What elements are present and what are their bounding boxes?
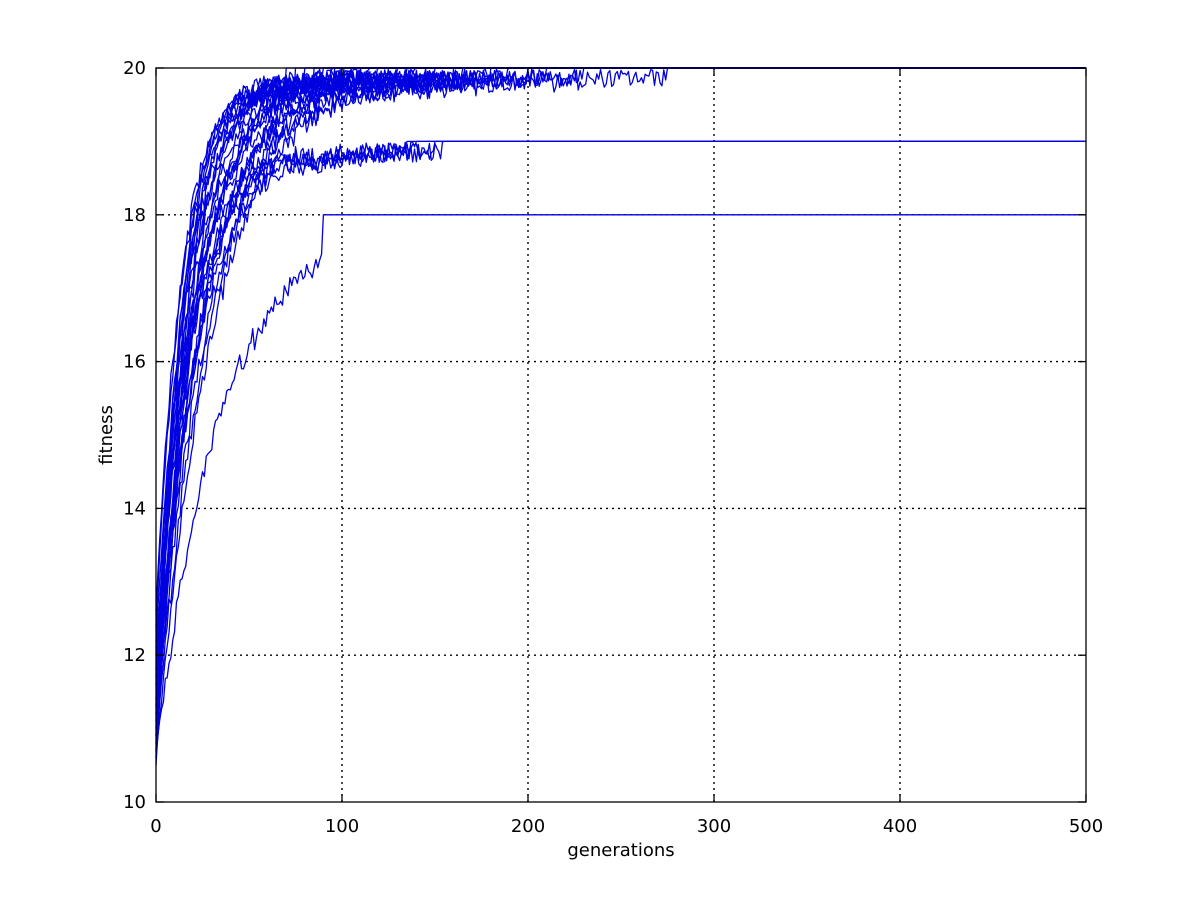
- series-line: [155, 67, 1086, 744]
- x-tick-label: 300: [697, 816, 731, 837]
- x-tick-label: 100: [325, 816, 359, 837]
- y-tick-label: 14: [123, 498, 146, 519]
- x-tick-label: 0: [150, 816, 161, 837]
- x-tick-label: 200: [511, 816, 545, 837]
- series-line: [155, 67, 1086, 736]
- series-line: [155, 140, 1086, 656]
- series-layer: [155, 67, 1086, 766]
- series-line: [155, 67, 1086, 612]
- series-line: [155, 67, 1086, 744]
- series-line: [155, 67, 1086, 751]
- series-line: [155, 140, 1086, 736]
- y-tick-label: 18: [123, 205, 146, 226]
- y-axis-label: fitness: [96, 405, 117, 465]
- series-line: [155, 67, 1086, 678]
- y-tick-label: 10: [123, 792, 146, 813]
- series-line: [155, 67, 1086, 685]
- series-line: [155, 214, 1086, 751]
- series-line: [155, 67, 1086, 670]
- plot-frame: [155, 67, 1087, 803]
- series-line: [155, 140, 1086, 685]
- y-tick-label: 20: [123, 58, 146, 79]
- x-axis-label: generations: [567, 840, 674, 861]
- y-tick-label: 12: [123, 645, 146, 666]
- series-line: [155, 67, 1086, 766]
- tick-layer: 0 100 200 300 400 500 10 12 14 16 18 20: [123, 58, 1103, 837]
- grid-layer: [156, 68, 1086, 802]
- series-line: [155, 67, 1086, 759]
- series-line: [155, 140, 1086, 707]
- y-tick-label: 16: [123, 352, 146, 373]
- x-tick-label: 500: [1069, 816, 1103, 837]
- series-line: [155, 67, 1086, 714]
- series-line: [155, 67, 1086, 663]
- series-line: [155, 67, 1086, 758]
- x-tick-label: 400: [883, 816, 917, 837]
